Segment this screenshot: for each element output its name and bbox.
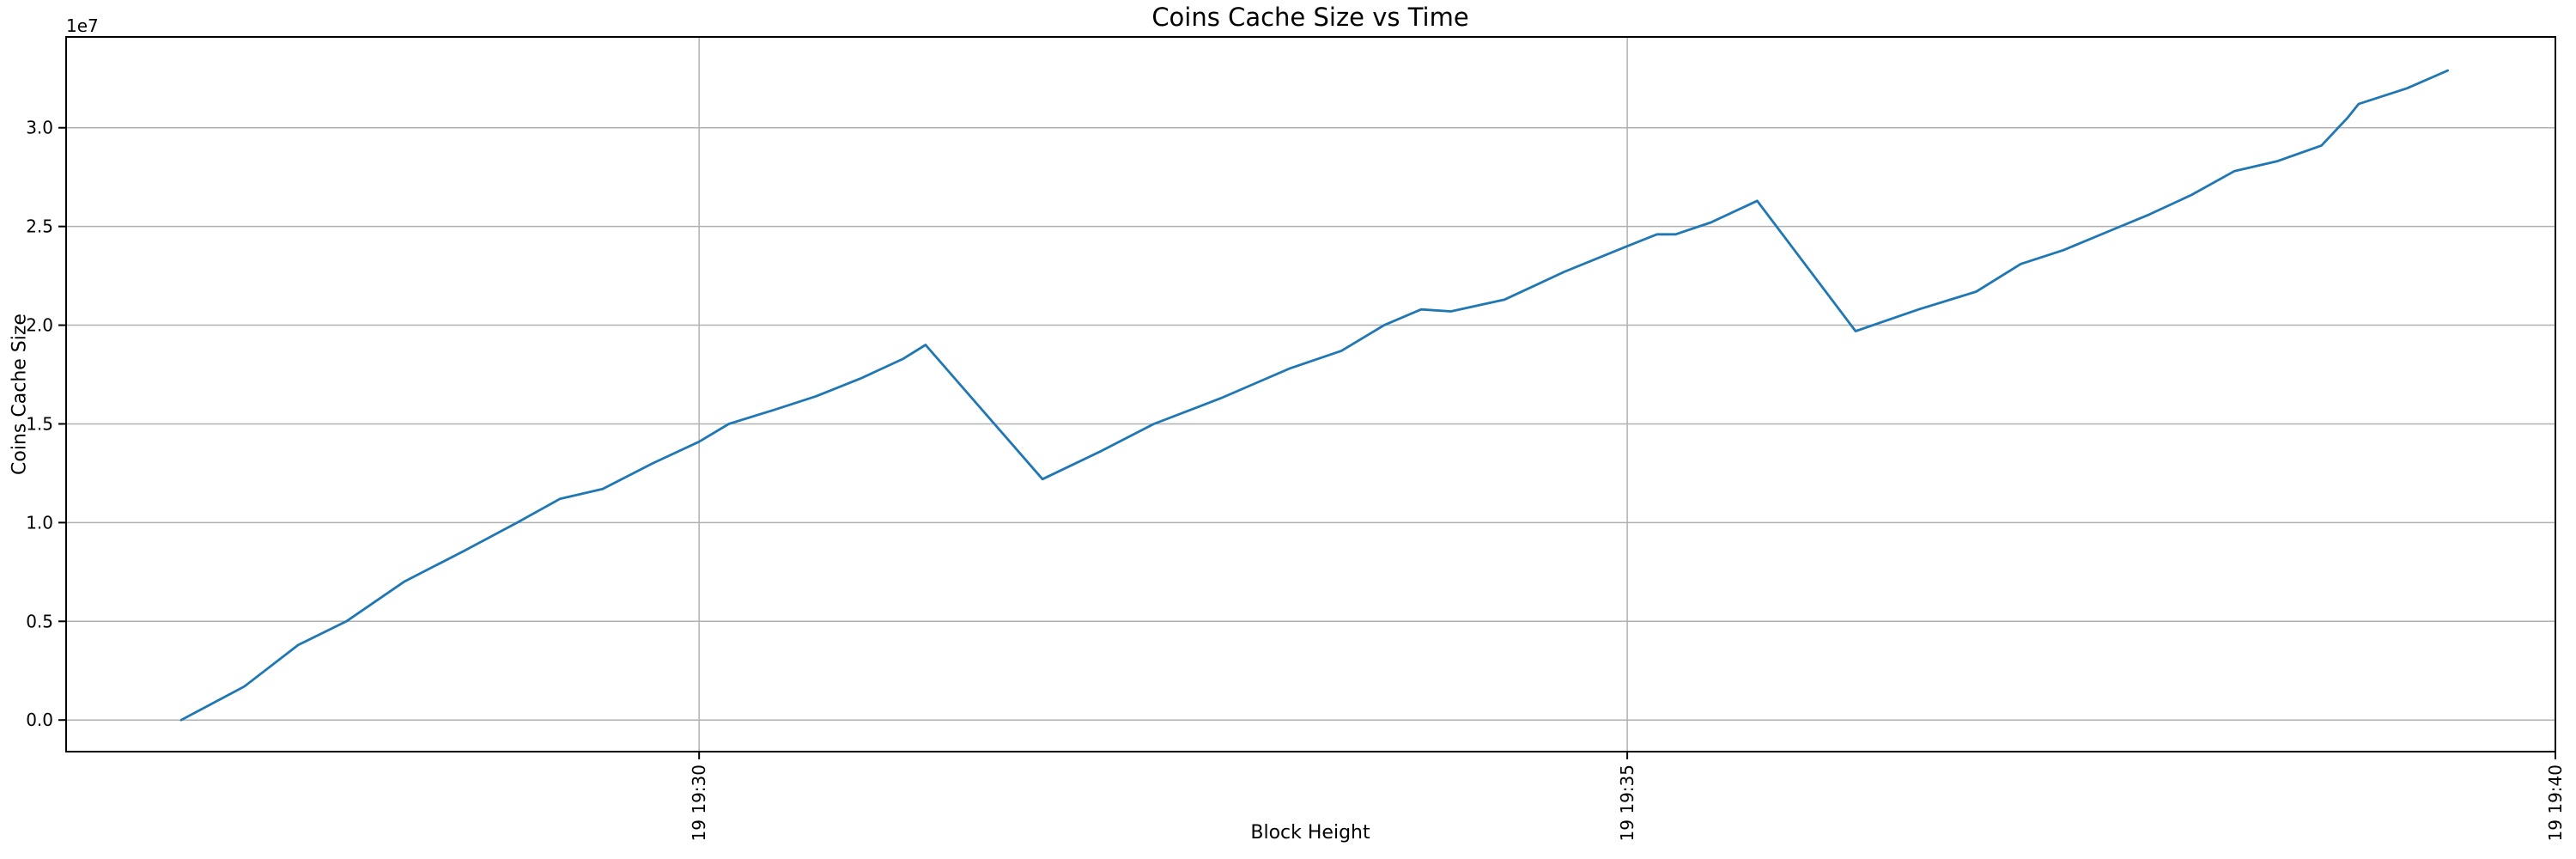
grid-lines — [66, 37, 2556, 752]
x-tick-label: 19 19:35 — [1617, 765, 1637, 841]
axis-tick-marks — [58, 126, 2556, 759]
x-tick-label: 19 19:40 — [2545, 765, 2566, 841]
y-tick-label: 1.5 — [26, 413, 53, 434]
chart-title: Coins Cache Size vs Time — [1151, 3, 1468, 32]
axes-spines — [65, 36, 2556, 752]
y-tick-label: 2.5 — [26, 216, 53, 237]
y-tick-label: 0.0 — [26, 710, 53, 730]
y-tick-label: 1.0 — [26, 512, 53, 533]
y-axis-label: Coins Cache Size — [9, 314, 31, 475]
y-tick-label: 3.0 — [26, 118, 53, 138]
x-tick-label: 19 19:30 — [689, 765, 709, 841]
axis-tick-labels: 0.0 0.5 1.0 1.5 2.0 2.5 3.0 19 19:30 19 19:35 19 … — [26, 118, 2566, 842]
y-axis-offset-text: 1e7 — [66, 15, 99, 36]
data-series-line — [179, 69, 2450, 722]
y-tick-label: 0.5 — [26, 611, 53, 631]
y-tick-label: 2.0 — [26, 315, 53, 336]
x-axis-label: Block Height — [1250, 822, 1370, 844]
